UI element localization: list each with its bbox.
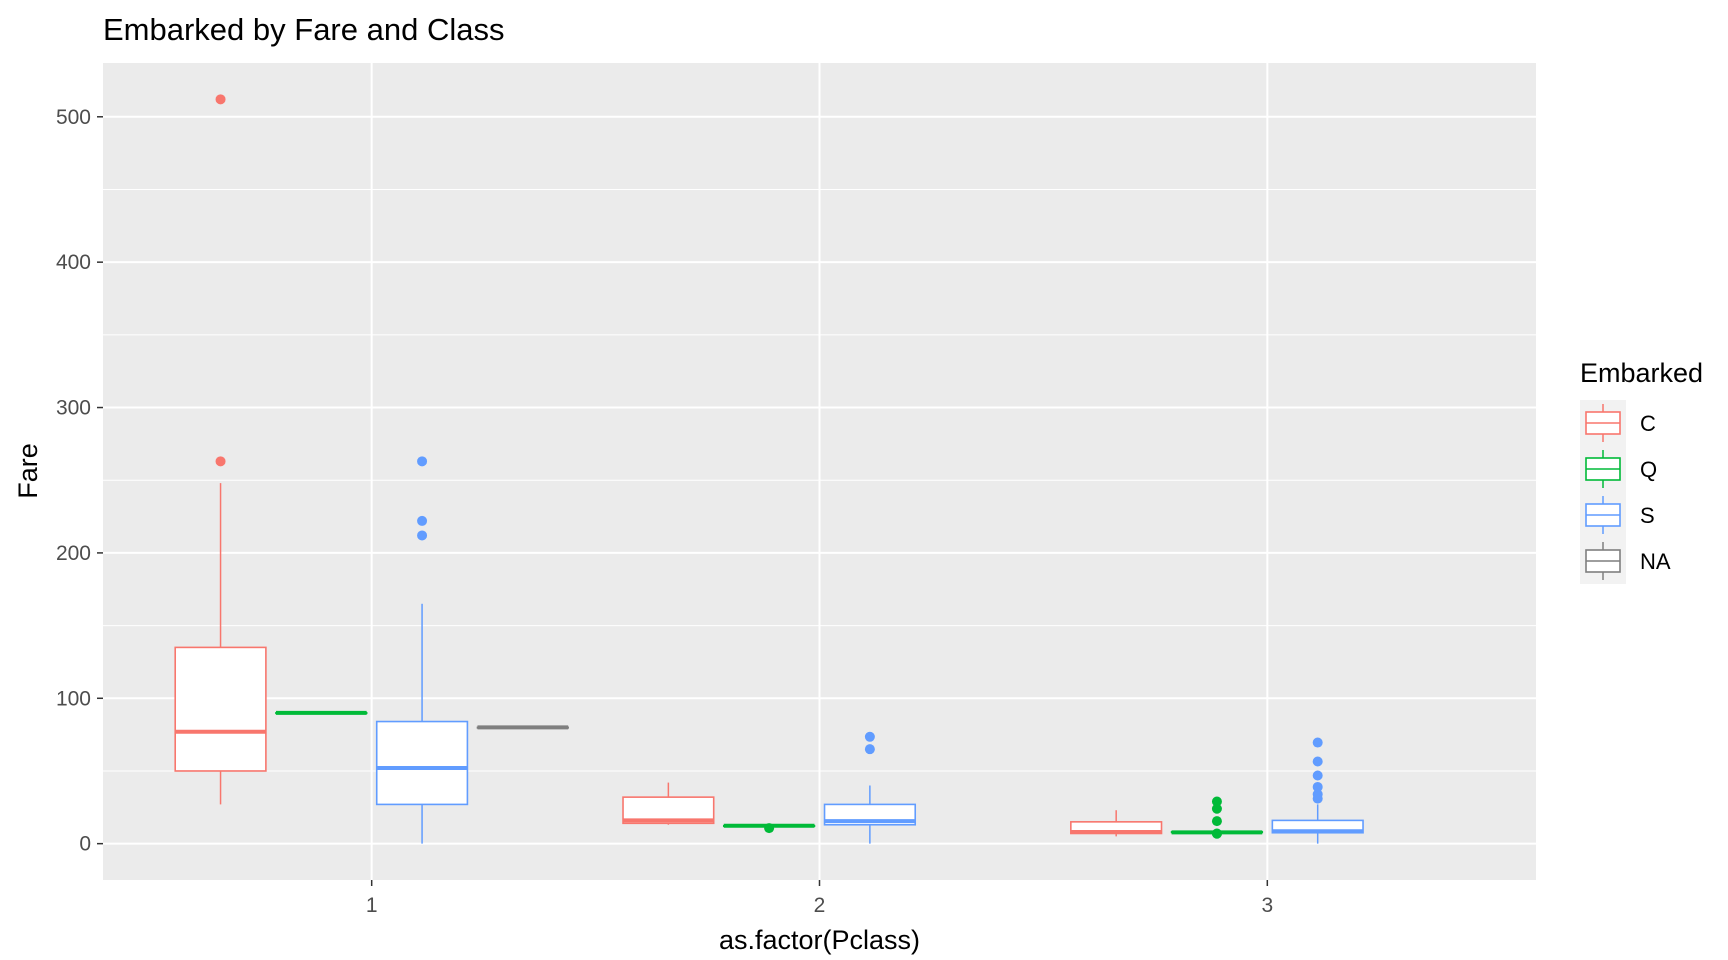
box-C-class-3 (1070, 810, 1163, 837)
x-tick-label: 3 (1261, 894, 1273, 917)
outlier-point (1312, 770, 1323, 781)
boxes-layer (174, 94, 1364, 844)
y-axis-title: Fare (13, 443, 43, 499)
y-tick-label: 300 (56, 397, 91, 420)
box-S-class-2 (823, 731, 917, 844)
outlier-point (417, 456, 428, 467)
box-Q-class-2 (722, 823, 816, 834)
box-S-class-1 (375, 456, 469, 844)
legend: Embarked CQS NA (1580, 358, 1703, 584)
outlier-point (1211, 828, 1222, 839)
box-Q-class-3 (1170, 796, 1264, 839)
grid-lines (103, 63, 1536, 880)
outlier-point (1211, 816, 1222, 827)
legend-item-S: S (1580, 492, 1655, 538)
x-axis-title: as.factor(Pclass) (719, 925, 920, 955)
outlier-point (417, 515, 428, 526)
outlier-point (864, 731, 875, 742)
legend-label: NA (1640, 549, 1671, 574)
box-C-class-1 (174, 94, 267, 805)
legend-label: C (1640, 411, 1656, 436)
y-tick-label: 200 (56, 542, 91, 565)
outlier-point (1312, 737, 1323, 748)
outlier-point (215, 94, 226, 105)
outlier-point (764, 823, 775, 834)
outlier-point (1312, 781, 1323, 792)
legend-label: S (1640, 503, 1655, 528)
outlier-point (1312, 756, 1323, 767)
box-iqr (174, 646, 267, 772)
box-Q-class-1 (275, 710, 368, 715)
box-C-class-2 (622, 782, 715, 825)
legend-keys: CQS NA (1580, 400, 1671, 584)
legend-item-Q: Q (1580, 446, 1657, 492)
axes-layer: 0 100 200 300 400 500 1 2 3 (56, 106, 1273, 917)
y-tick-label: 400 (56, 251, 91, 274)
outlier-point (417, 530, 428, 541)
outlier-point (864, 744, 875, 755)
legend-label: Q (1640, 457, 1657, 482)
outlier-point (1211, 803, 1222, 814)
outlier-point (215, 456, 226, 467)
y-tick-label: 0 (79, 833, 91, 856)
chart-title: Embarked by Fare and Class (103, 12, 504, 47)
x-tick-label: 2 (814, 894, 826, 917)
legend-title: Embarked (1580, 358, 1703, 388)
x-tick-label: 1 (366, 894, 378, 917)
box-S-class-3 (1271, 737, 1364, 844)
box-iqr (375, 720, 469, 806)
outlier-point (1312, 789, 1323, 800)
outlier-point (1211, 796, 1222, 807)
box-NA-class-1 (476, 725, 569, 730)
legend-item-C: C (1580, 400, 1656, 446)
legend-item-NA: NA (1580, 538, 1671, 584)
y-tick-label: 500 (56, 106, 91, 129)
y-tick-label: 100 (56, 687, 91, 710)
